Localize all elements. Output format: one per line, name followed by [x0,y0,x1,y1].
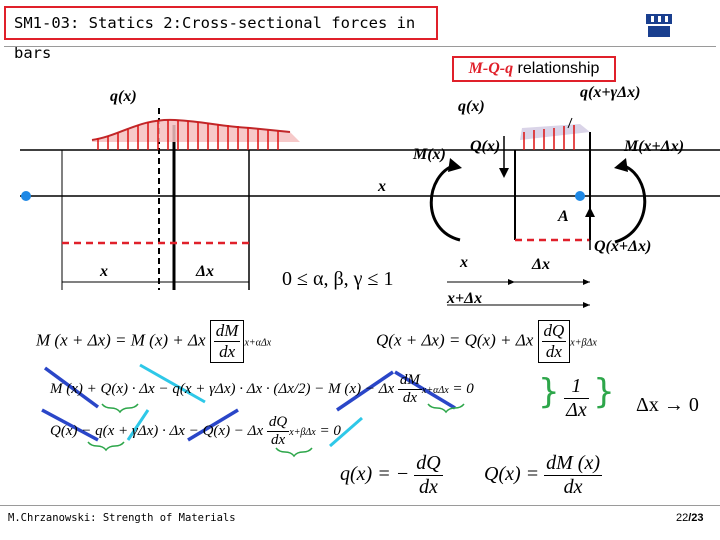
label-M-x: M(x) [413,146,446,163]
relationship-heading: M-Q-q relationship [452,56,616,82]
equation-Q-expansion: Q(x + Δx) = Q(x) + Δx dQ dx x+βΔx [376,320,597,363]
equation-moment-balance: M (x) + Q(x) · Δx − q(x + γΔx) · Δx · (Δ… [50,372,474,407]
brace-close-icon: } [538,372,560,412]
divide-by-dx: } 1 Δx } [538,372,615,422]
label-M-x-dx: M(x+Δx) [624,138,685,155]
page-total: /23 [688,512,704,524]
result-q: q(x) = − dQ dx [340,452,443,499]
result-Q: Q(x) = dM (x) dx [484,452,602,499]
relationship-prefix: M-Q-q [468,60,514,77]
eq1-den: dx [219,342,236,361]
eq3-num: dM [397,372,422,390]
eq2-num: dQ [541,321,567,342]
dx-den: Δx [566,399,587,422]
eq4-rhs: = 0 [319,422,341,439]
label-q-left: q(x) [110,88,137,105]
label-dx-right: Δx [532,256,551,273]
page-current: 22 [676,512,689,524]
eq4-body: Q(x) − q(x + γΔx) · Δx − Q(x) − Δx [50,422,264,439]
one-num: 1 [564,375,589,400]
eq1-sub: x+αΔx [244,337,272,349]
label-A: A [558,208,569,225]
label-x-right: x [460,254,468,271]
footer-author: M.Chrzanowski: Strength of Materials [8,512,236,524]
title-divider [4,46,716,47]
res2-left: Q(x) = [484,463,540,486]
eq2-den: dx [545,342,562,361]
label-x-plus-dx: x+Δx [447,290,483,307]
label-Q-x-dx: Q(x+Δx) [594,238,652,255]
eq1-num: dM [213,321,241,342]
eq1-left: M (x + Δx) = M (x) + Δx [36,330,206,350]
equation-M-expansion: M (x + Δx) = M (x) + Δx dM dx x+αΔx [36,320,271,363]
footer-divider [0,505,720,506]
label-dx-bottom: Δx [196,263,215,280]
equation-force-balance: Q(x) − q(x + γΔx) · Δx − Q(x) − Δx dQ dx x… [50,414,341,449]
eq4-num: dQ [266,414,290,432]
res1-den: dx [418,476,438,498]
label-q-x: q(x) [458,98,485,115]
eq3-den: dx [402,390,417,406]
label-q-gamma: q(x+γΔx) [580,84,641,101]
eq3-body: M (x) + Q(x) · Δx − q(x + γΔx) · Δx · (Δ… [50,380,395,397]
limit-text: Δx → 0 [636,394,699,416]
res2-num: dM (x) [544,452,602,476]
beam-left-dot [21,191,31,201]
eq3-rhs: = 0 [452,380,474,397]
res1-num: dQ [414,452,443,476]
slide-title: SM1-03: Statics 2:Cross-sectional forces… [4,6,438,62]
label-x-axis: x [378,178,386,195]
eq2-sub: x+βΔx [570,337,597,349]
point-A-dot [575,191,585,201]
eq3-sub: x+αΔx [421,384,449,396]
res1-left: q(x) = − [340,463,410,486]
label-x-bottom: x [100,263,108,280]
eq2-left: Q(x + Δx) = Q(x) + Δx [376,330,534,350]
brace-close-icon-2: } [593,372,615,412]
label-range: 0 ≤ α, β, γ ≤ 1 [282,268,394,290]
page-number: 22/23 [676,512,704,524]
load-arrows [97,120,279,150]
eq4-sub: x+βΔx [289,426,316,438]
university-logo-icon [646,14,672,37]
label-Q-x: Q(x) [470,138,501,155]
res2-den: dx [563,476,583,498]
relationship-suffix: relationship [513,60,600,77]
eq4-den: dx [270,432,286,448]
